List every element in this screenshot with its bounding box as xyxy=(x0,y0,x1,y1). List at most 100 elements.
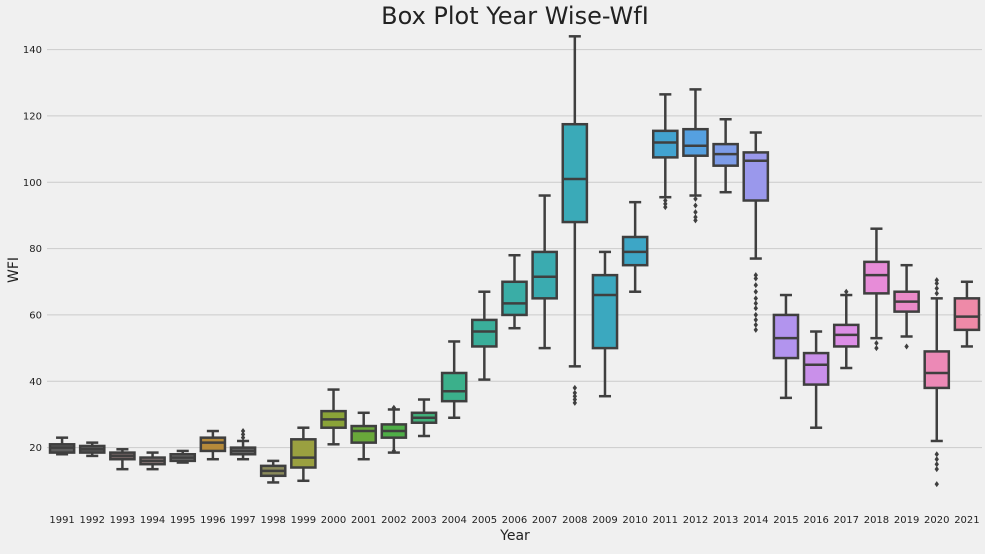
box-2020 xyxy=(923,277,951,488)
iqr-box xyxy=(350,424,378,444)
x-tick-label: 1991 xyxy=(49,515,74,526)
y-axis-label: WFI xyxy=(6,257,22,283)
box-2005 xyxy=(471,290,498,381)
outlier-point xyxy=(753,295,758,302)
outlier-point xyxy=(934,277,939,284)
box-2021 xyxy=(953,280,981,348)
outlier-point xyxy=(693,209,698,216)
x-tick-label: 2006 xyxy=(502,515,527,526)
outlier-point xyxy=(934,280,939,287)
x-tick-label: 2017 xyxy=(834,515,859,526)
outlier-point xyxy=(753,311,758,318)
outlier-point xyxy=(572,399,578,406)
x-tick-label: 2020 xyxy=(924,515,949,526)
iqr-box xyxy=(531,250,558,300)
y-tick-label: 120 xyxy=(23,111,42,122)
y-tick-label: 40 xyxy=(29,377,42,388)
box-2003 xyxy=(410,398,438,438)
x-tick-label: 2005 xyxy=(472,515,497,526)
outlier-point xyxy=(753,272,758,279)
box-1993 xyxy=(109,448,136,471)
x-tick-label: 1999 xyxy=(291,515,316,526)
outlier-point xyxy=(572,396,578,403)
outlier-point xyxy=(753,282,758,289)
x-tick-label: 1996 xyxy=(200,515,225,526)
outlier-point xyxy=(753,275,758,282)
y-tick-label: 20 xyxy=(29,443,42,454)
iqr-box xyxy=(561,122,589,224)
x-tick-label: 1995 xyxy=(170,515,195,526)
y-axis-ticks: 20 40 60 80 100 120 140 xyxy=(23,45,42,454)
x-tick-label: 2013 xyxy=(713,515,738,526)
outlier-point xyxy=(240,434,246,441)
iqr-box xyxy=(953,297,981,332)
iqr-box xyxy=(591,273,619,350)
x-tick-label: 2009 xyxy=(592,515,617,526)
box-2007 xyxy=(531,194,558,350)
outlier-point xyxy=(240,428,246,435)
x-tick-label: 2021 xyxy=(954,515,979,526)
outlier-point xyxy=(572,393,578,400)
box-2015 xyxy=(772,293,800,400)
outlier-point xyxy=(572,384,578,391)
box-2002 xyxy=(380,404,408,454)
outlier-point xyxy=(753,316,758,323)
outlier-point xyxy=(753,305,758,312)
box-2013 xyxy=(712,117,739,194)
outlier-point xyxy=(663,197,668,204)
x-tick-label: 2001 xyxy=(351,515,376,526)
x-tick-label: 2018 xyxy=(864,515,889,526)
outlier-point xyxy=(240,431,246,438)
box-2008 xyxy=(561,35,589,406)
x-tick-label: 2011 xyxy=(653,515,678,526)
outlier-point xyxy=(572,389,578,396)
x-tick-label: 2004 xyxy=(441,515,466,526)
outlier-point xyxy=(753,321,758,328)
outlier-point xyxy=(874,345,879,352)
chart-title: Box Plot Year Wise-WfI xyxy=(381,2,649,30)
outlier-point xyxy=(663,204,668,211)
box-2017 xyxy=(832,288,860,370)
iqr-box xyxy=(772,313,800,360)
x-tick-label: 2000 xyxy=(321,515,346,526)
x-tick-label: 2016 xyxy=(803,515,828,526)
x-tick-label: 2002 xyxy=(381,515,406,526)
box-1996 xyxy=(199,429,227,461)
iqr-box xyxy=(501,280,528,317)
iqr-box xyxy=(440,371,468,403)
box-1992 xyxy=(78,441,106,458)
outlier-point xyxy=(934,285,939,292)
y-tick-label: 80 xyxy=(29,244,42,255)
x-tick-label: 1998 xyxy=(260,515,285,526)
iqr-box xyxy=(651,129,679,159)
box-2016 xyxy=(802,330,830,429)
y-tick-label: 100 xyxy=(23,178,42,189)
x-tick-label: 2014 xyxy=(743,515,768,526)
box-1997 xyxy=(229,428,257,461)
outlier-point xyxy=(693,195,698,202)
outlier-point xyxy=(663,200,668,207)
y-tick-label: 140 xyxy=(23,45,42,56)
iqr-box xyxy=(471,318,498,348)
x-tick-label: 1997 xyxy=(230,515,255,526)
box-2009 xyxy=(591,250,619,398)
box-1998 xyxy=(259,459,287,484)
box-2012 xyxy=(682,88,709,224)
iqr-box xyxy=(923,350,951,390)
x-axis-ticks: 1991 1992 1993 1994 1995 1996 1997 1998 1999 2000… xyxy=(49,515,979,526)
box-2006 xyxy=(501,253,528,330)
outlier-point xyxy=(753,288,758,295)
box-2000 xyxy=(320,388,347,446)
x-tick-label: 1993 xyxy=(110,515,135,526)
x-tick-label: 2012 xyxy=(683,515,708,526)
outlier-point xyxy=(934,481,939,488)
iqr-box xyxy=(863,260,890,295)
box-2018 xyxy=(863,227,890,352)
outlier-point xyxy=(934,290,939,297)
box-1991 xyxy=(48,436,76,456)
box-2019 xyxy=(893,263,920,350)
x-tick-label: 1994 xyxy=(140,515,165,526)
box-2001 xyxy=(350,411,378,461)
